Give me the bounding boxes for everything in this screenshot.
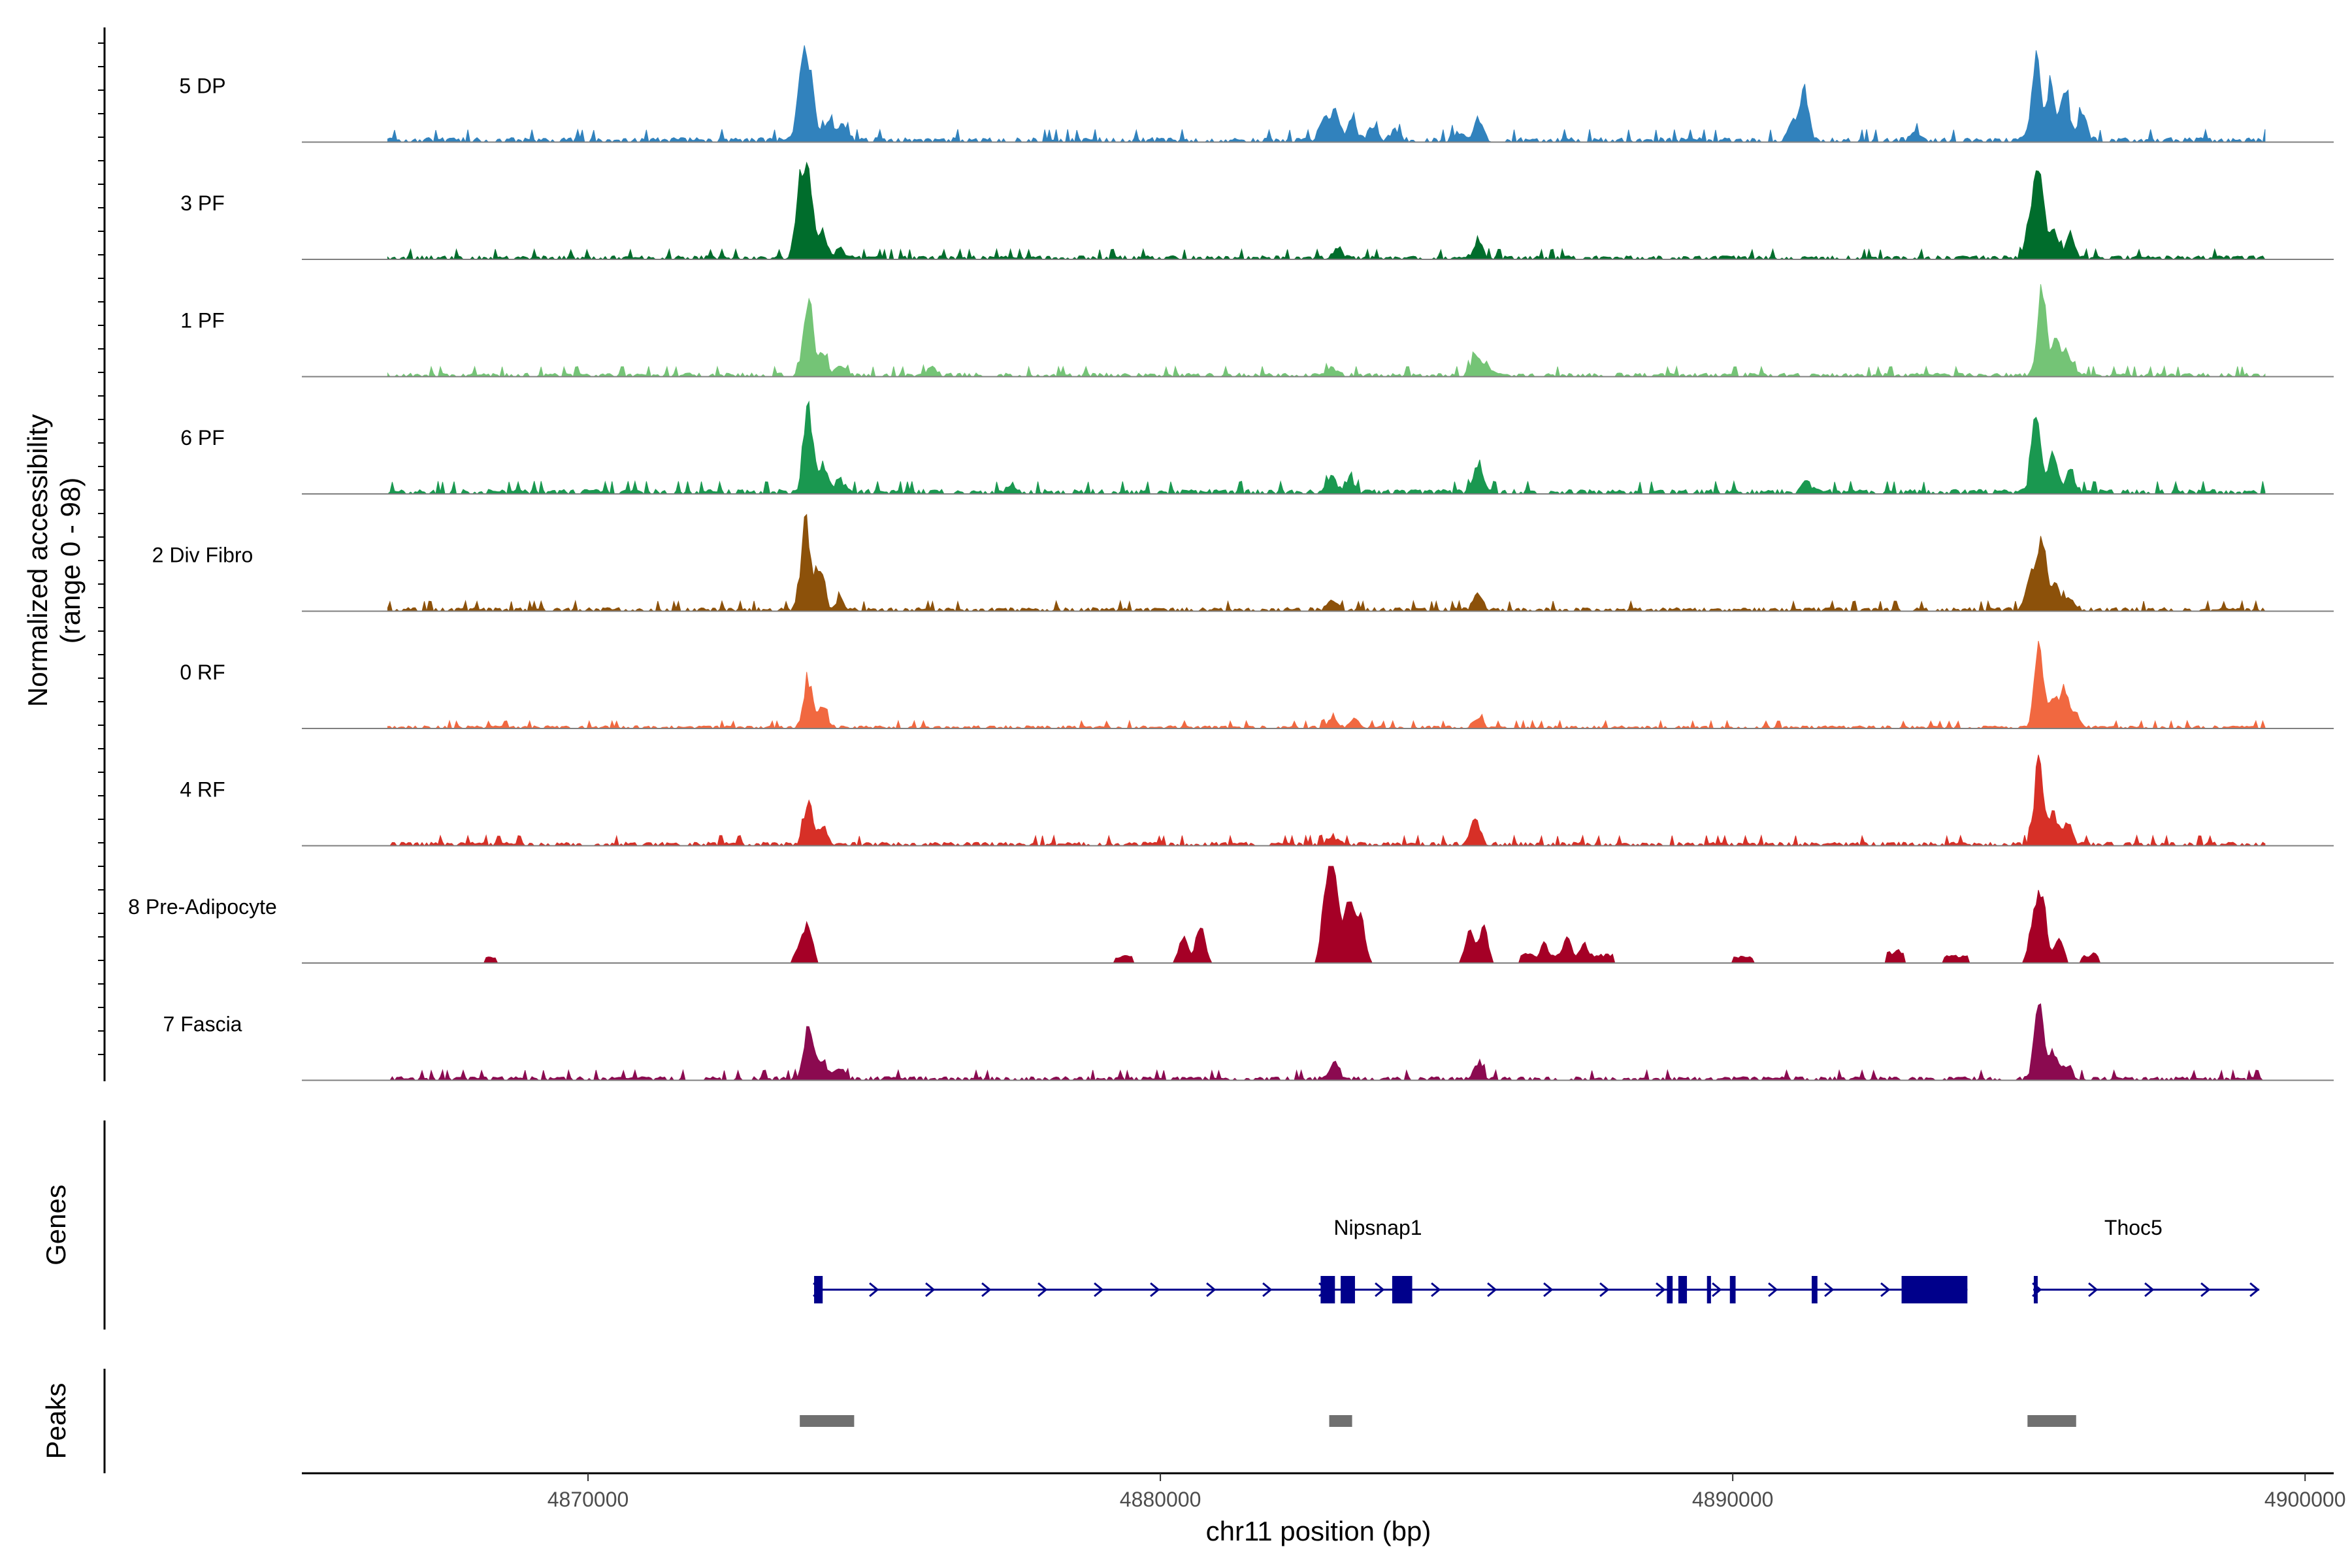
exon-block [814, 1276, 823, 1303]
track-label: 3 PF [180, 191, 225, 215]
gene-label: Thoc5 [2104, 1216, 2163, 1239]
genes-panel-label: Genes [41, 1184, 71, 1266]
track-label: 6 PF [180, 426, 225, 449]
strand-arrow [925, 1282, 936, 1298]
track-0-rf: 0 RF [180, 640, 2334, 730]
track-label: 0 RF [180, 661, 225, 684]
track-label: 2 Div Fibro [152, 544, 253, 567]
track-3-pf: 3 PF [180, 161, 2334, 261]
strand-arrow [2200, 1282, 2211, 1298]
track-6-pf: 6 PF [180, 400, 2334, 495]
coverage-area [387, 400, 2266, 495]
x-tick-label: 4900000 [2264, 1488, 2346, 1511]
track-4-rf: 4 RF [180, 755, 2334, 847]
coverage-area [387, 45, 2266, 144]
strand-arrow [1599, 1282, 1610, 1298]
strand-arrow [1656, 1282, 1666, 1298]
strand-arrow [1037, 1282, 1048, 1298]
strand-arrow [1824, 1282, 1835, 1298]
track-label: 7 Fascia [163, 1013, 242, 1036]
strand-arrow [1431, 1282, 1441, 1298]
track-8-pre-adipocyte: 8 Pre-Adipocyte [128, 866, 2334, 964]
strand-arrow [869, 1282, 879, 1298]
exon-block [1729, 1276, 1736, 1303]
exon-block [1678, 1276, 1688, 1303]
strand-arrow [2249, 1282, 2260, 1298]
peak-track [800, 1415, 2076, 1427]
x-axis-title: chr11 position (bp) [1206, 1516, 1431, 1546]
strand-arrow [1712, 1282, 1722, 1298]
exon-block [1707, 1276, 1711, 1303]
track-5-dp: 5 DP [179, 45, 2334, 144]
peak-region [800, 1415, 855, 1427]
gene-nipsnap1: Nipsnap1 [813, 1216, 1968, 1303]
track-label: 1 PF [180, 309, 225, 333]
track-2-div-fibro: 2 Div Fibro [152, 514, 2334, 612]
strand-arrow [1094, 1282, 1104, 1298]
strand-arrow [2144, 1282, 2155, 1298]
gene-track: Nipsnap1 Thoc5 [813, 1216, 2260, 1303]
exon-block [1320, 1276, 1335, 1303]
peak-region [1329, 1415, 1352, 1427]
coverage-tracks: 5 DP 3 PF 1 PF 6 PF 2 Div Fibro 0 RF 4 RF 8 Pre… [128, 45, 2334, 1081]
exon-block [2033, 1276, 2038, 1303]
exon-block [1392, 1276, 1413, 1303]
strand-arrow [1768, 1282, 1778, 1298]
coverage-area [387, 640, 2266, 730]
y-axis-title-line1: Normalized accessibility [22, 414, 53, 707]
strand-arrow [1487, 1282, 1497, 1298]
track-7-fascia: 7 Fascia [163, 1003, 2334, 1081]
y-axis-title-line2: (range 0 - 98) [55, 478, 86, 644]
strand-arrow [1880, 1282, 1891, 1298]
coverage-area [387, 514, 2266, 612]
x-tick-label: 4880000 [1120, 1488, 1201, 1511]
exon-block [1812, 1276, 1818, 1303]
peaks-panel-label: Peaks [41, 1383, 71, 1460]
x-tick-label: 4890000 [1692, 1488, 1774, 1511]
peak-region [2027, 1415, 2076, 1427]
track-label: 5 DP [179, 74, 225, 98]
strand-arrow [1543, 1282, 1554, 1298]
strand-arrow [1375, 1282, 1385, 1298]
strand-arrow [1206, 1282, 1217, 1298]
strand-arrow [1150, 1282, 1160, 1298]
coverage-area [387, 755, 2266, 847]
strand-arrow [1262, 1282, 1273, 1298]
coverage-area [387, 1003, 2265, 1081]
track-1-pf: 1 PF [180, 284, 2334, 378]
axes: 4870000 4880000 4890000 4900000 [98, 27, 2345, 1511]
track-label: 8 Pre-Adipocyte [128, 895, 277, 919]
gene-label: Nipsnap1 [1333, 1216, 1422, 1239]
strand-arrow [2088, 1282, 2099, 1298]
gene-thoc5: Thoc5 [2032, 1216, 2260, 1303]
exon-block [1667, 1276, 1673, 1303]
exon-block [1901, 1276, 1968, 1303]
coverage-area [387, 284, 2266, 378]
coverage-area [387, 161, 2266, 261]
exon-block [1341, 1276, 1355, 1303]
x-tick-label: 4870000 [547, 1488, 629, 1511]
strand-arrow [981, 1282, 992, 1298]
track-label: 4 RF [180, 778, 225, 802]
coverage-area [387, 866, 2265, 964]
